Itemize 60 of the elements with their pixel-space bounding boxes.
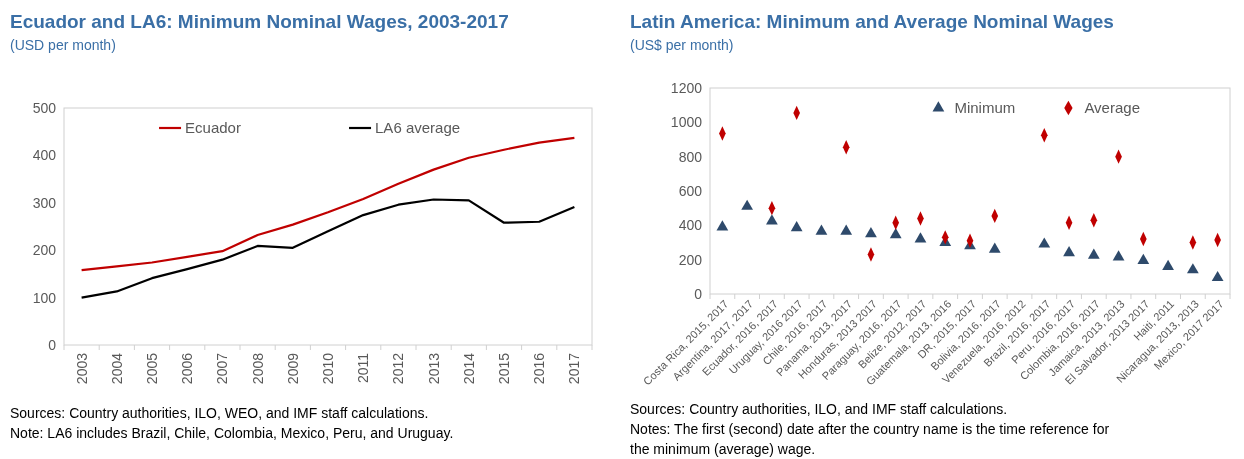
x-tick-label: 2009 (284, 352, 301, 385)
line-series (80, 198, 576, 299)
legend-label: Minimum (954, 99, 1016, 117)
point (716, 220, 729, 231)
x-tick-label: 2016 (531, 352, 548, 385)
point (865, 227, 877, 238)
point (1162, 259, 1174, 270)
x-tick-label: 2008 (249, 352, 266, 385)
point (741, 199, 754, 210)
chart-title: Latin America: Minimum and Average Nominal Wages (630, 11, 1114, 32)
point (1038, 237, 1051, 248)
point (1063, 246, 1075, 257)
x-tick-label: 2011 (355, 352, 372, 384)
y-tick-label: 400 (32, 147, 57, 164)
text: Note: LA6 includes Brazil, Chile, Colombia, Mexico, Peru, and Uruguay. (10, 425, 454, 441)
source-note: Sources: Country authorities, ILO, and IMF staff calculations. (630, 401, 1008, 417)
y-tick-label: 500 (32, 99, 57, 116)
y-tick-label: 300 (32, 194, 57, 211)
x-tick-label: 2003 (73, 352, 90, 385)
y-tick-label: 1200 (670, 79, 703, 96)
x-tick-label: 2007 (214, 352, 231, 385)
point (1087, 248, 1100, 259)
y-tick-label: 0 (48, 336, 57, 353)
y-tick-label: 400 (678, 217, 703, 234)
x-tick-label: 2013 (425, 352, 442, 385)
point (1137, 253, 1150, 264)
point (790, 221, 803, 232)
point (766, 214, 778, 225)
point (815, 224, 828, 235)
y-tick-label: 600 (678, 182, 703, 199)
text: Notes: The first (second) date after the country name is the time reference for the minimum (average) wage. (630, 421, 1110, 457)
y-tick-label: 800 (678, 148, 703, 165)
x-tick-label: 2012 (390, 352, 407, 385)
line-series (80, 136, 576, 272)
point (988, 242, 1001, 253)
y-tick-label: 200 (32, 242, 57, 259)
x-tick-label: 2015 (496, 352, 512, 385)
point (889, 227, 902, 239)
chart-subtitle: (US$ per month) (630, 37, 734, 53)
legend-label: LA6 average (375, 119, 461, 137)
point (840, 224, 853, 235)
y-tick-label: 0 (694, 285, 703, 302)
point (914, 232, 927, 243)
x-tick-label: 2014 (460, 352, 477, 385)
x-tick-label: 2004 (108, 352, 125, 385)
point (1186, 263, 1199, 274)
x-tick-label: 2010 (320, 352, 336, 385)
x-tick-label: 2017 (566, 352, 583, 385)
x-tick-label: 2006 (179, 352, 196, 385)
y-tick-label: 100 (32, 289, 57, 306)
chart-subtitle: (USD per month) (10, 37, 116, 53)
point (1211, 270, 1224, 282)
legend-label: Ecuador (185, 119, 241, 137)
chart-title: Ecuador and LA6: Minimum Nominal Wages, 2003-2017 (10, 11, 509, 32)
x-tick-label: 2005 (144, 352, 160, 385)
y-tick-label: 200 (678, 251, 703, 268)
point (1112, 250, 1125, 261)
y-tick-label: 1000 (670, 114, 703, 131)
legend-label: Average (1084, 99, 1141, 117)
source-note: Sources: Country authorities, ILO, WEO, and IMF staff calculations. (10, 405, 429, 421)
